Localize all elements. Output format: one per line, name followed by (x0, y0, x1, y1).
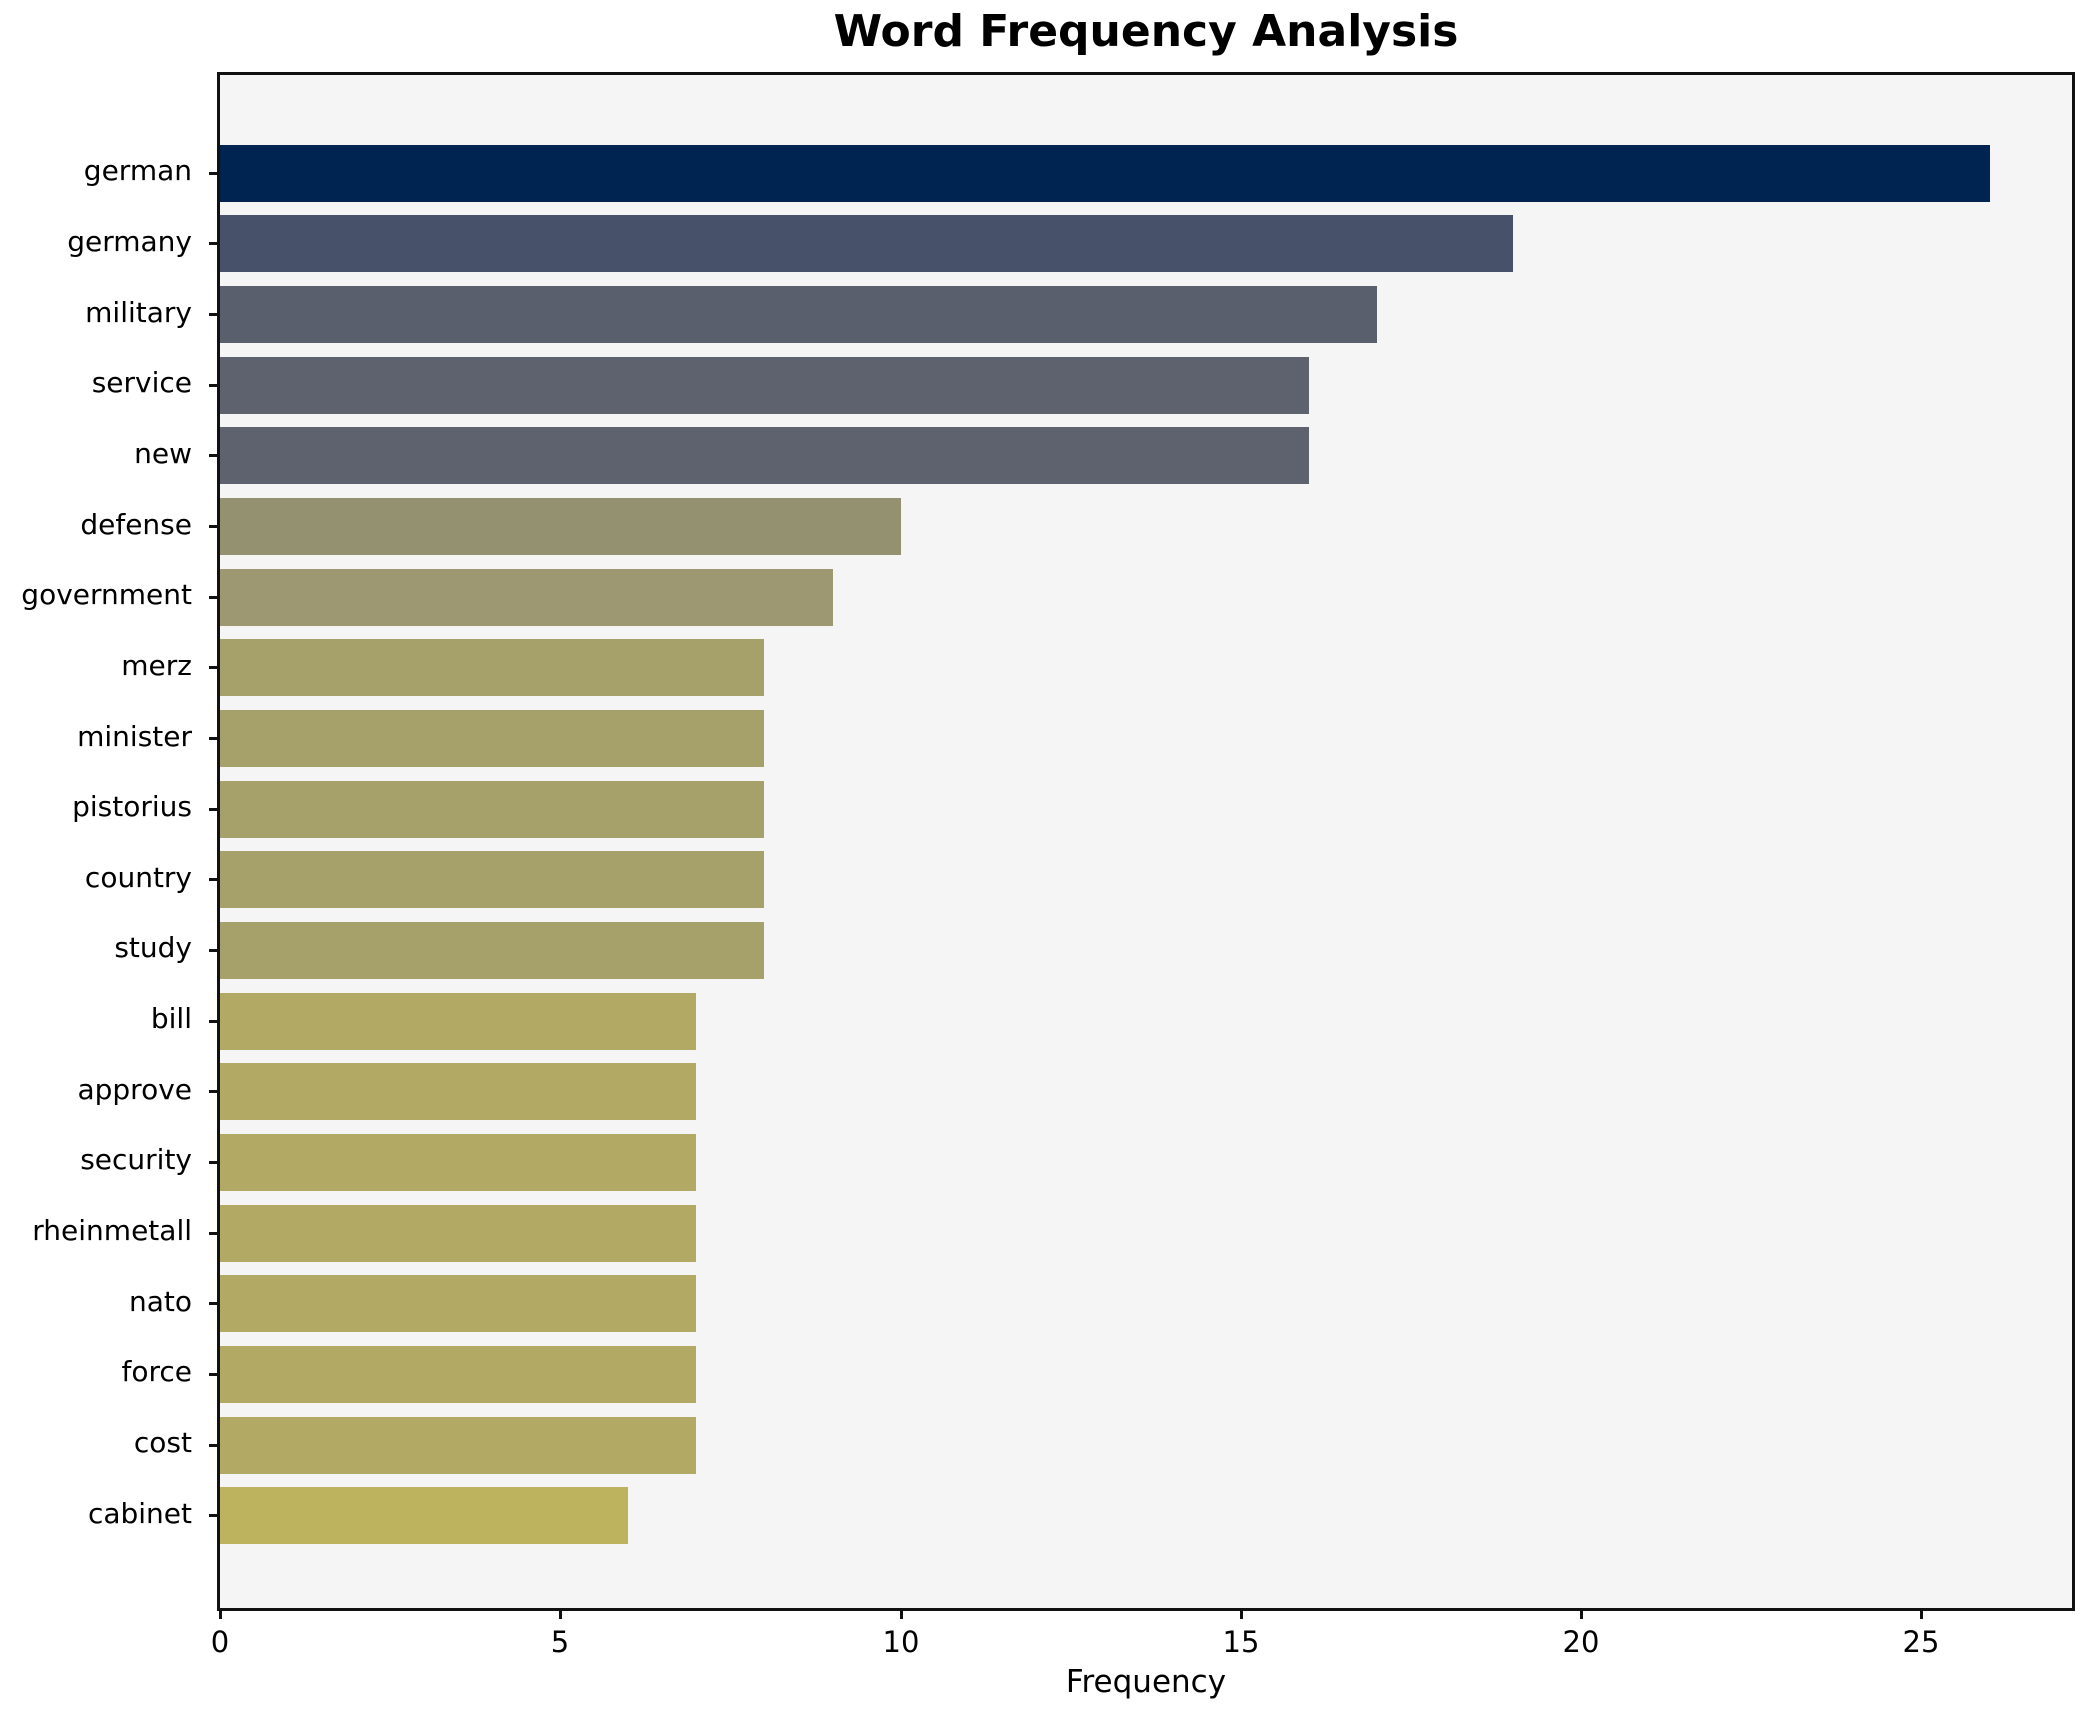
y-tick-label-minister: minister (77, 720, 192, 753)
bar-defense (220, 498, 901, 555)
y-tick-mark (209, 808, 220, 811)
bar-merz (220, 639, 764, 696)
y-tick-label-cabinet: cabinet (87, 1497, 192, 1530)
x-tick-label-10: 10 (882, 1625, 920, 1659)
y-tick-mark (209, 1373, 220, 1376)
y-tick-label-defense: defense (80, 508, 192, 541)
bar-approve (220, 1063, 696, 1120)
bar-security (220, 1134, 696, 1191)
x-tick-label-0: 0 (210, 1625, 230, 1659)
bar-minister (220, 710, 764, 767)
y-tick-label-approve: approve (77, 1073, 192, 1106)
y-tick-label-study: study (114, 931, 192, 964)
x-tick-label-5: 5 (550, 1625, 570, 1659)
y-tick-mark (209, 949, 220, 952)
y-tick-label-country: country (84, 861, 192, 894)
bar-service (220, 357, 1309, 414)
y-tick-mark (209, 384, 220, 387)
bar-german (220, 145, 1990, 202)
x-tick-mark (219, 1608, 222, 1619)
bar-cost (220, 1417, 696, 1474)
y-tick-mark (209, 666, 220, 669)
y-tick-mark (209, 454, 220, 457)
plot-area: german germany military service new defense go… (21, 72, 2075, 1659)
x-tick-label-15: 15 (1222, 1625, 1260, 1659)
bar-rheinmetall (220, 1205, 696, 1262)
x-tick-mark (559, 1608, 562, 1619)
x-tick-mark (1240, 1608, 1243, 1619)
y-tick-mark (209, 1444, 220, 1447)
y-tick-mark (209, 1161, 220, 1164)
y-tick-label-cost: cost (133, 1426, 192, 1459)
y-tick-mark (209, 313, 220, 316)
y-tick-mark (209, 878, 220, 881)
y-tick-mark (209, 172, 220, 175)
bar-cabinet (220, 1487, 628, 1544)
x-tick-mark (1920, 1608, 1923, 1619)
y-tick-label-force: force (121, 1355, 192, 1388)
bar-pistorius (220, 781, 764, 838)
y-tick-label-new: new (134, 437, 192, 470)
y-tick-mark (209, 242, 220, 245)
x-axis-label: Frequency (1065, 1664, 1227, 1700)
x-tick-label-25: 25 (1902, 1625, 1940, 1659)
y-tick-label-security: security (80, 1143, 192, 1176)
bar-military (220, 286, 1377, 343)
x-tick-mark (900, 1608, 903, 1619)
x-tick-label-20: 20 (1562, 1625, 1600, 1659)
y-tick-label-german: german (83, 154, 192, 187)
y-tick-label-merz: merz (121, 649, 192, 682)
y-tick-label-bill: bill (150, 1002, 192, 1035)
bar-bill (220, 993, 696, 1050)
y-tick-label-service: service (91, 366, 192, 399)
y-tick-mark (209, 1020, 220, 1023)
y-tick-label-nato: nato (128, 1285, 192, 1318)
bar-force (220, 1346, 696, 1403)
y-tick-mark (209, 737, 220, 740)
bar-germany (220, 215, 1513, 272)
y-tick-label-pistorius: pistorius (72, 790, 192, 823)
y-tick-mark (209, 1090, 220, 1093)
y-tick-mark (209, 1302, 220, 1305)
y-tick-mark (209, 525, 220, 528)
y-tick-label-military: military (85, 296, 192, 329)
bar-nato (220, 1275, 696, 1332)
bar-new (220, 427, 1309, 484)
bar-country (220, 851, 764, 908)
chart-title: Word Frequency Analysis (833, 6, 1459, 57)
y-tick-mark (209, 1514, 220, 1517)
y-tick-label-germany: germany (67, 225, 192, 258)
bar-government (220, 569, 833, 626)
bar-study (220, 922, 764, 979)
y-tick-label-government: government (21, 578, 192, 611)
y-tick-mark (209, 596, 220, 599)
y-tick-label-rheinmetall: rheinmetall (32, 1214, 192, 1247)
x-tick-mark (1580, 1608, 1583, 1619)
y-tick-mark (209, 1232, 220, 1235)
